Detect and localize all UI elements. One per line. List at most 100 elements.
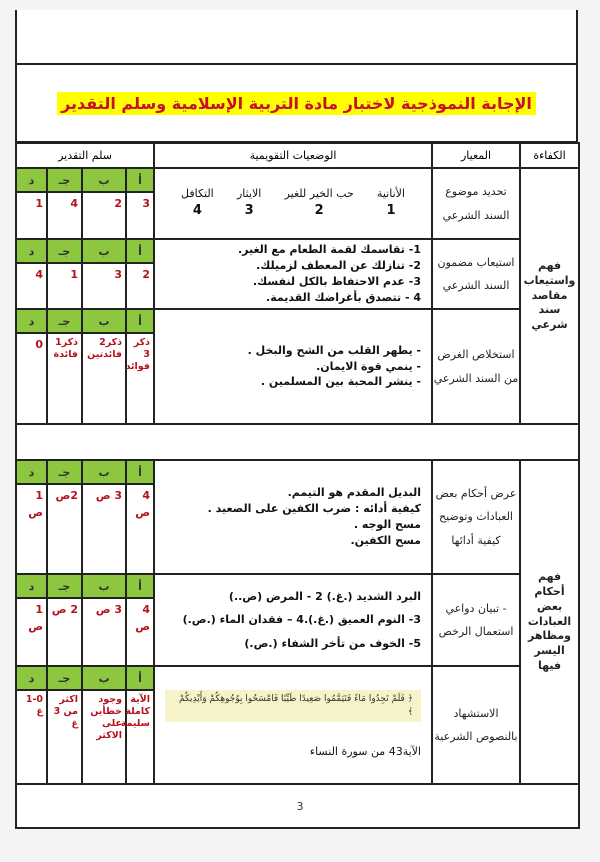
- grade-value-d: 1 ص: [15, 597, 48, 667]
- situation-line: - يطهر القلب من الشح والبخل .: [247, 343, 421, 357]
- situation-item: الأنانية 1: [377, 186, 405, 221]
- grade-value-a: 2: [125, 262, 155, 310]
- competency-cell: فهم أحكام بعض العبادات ومظاهر اليسر فيها: [519, 459, 580, 785]
- situation-cell: الأنانية 1 حب الخير للغير 2 الايثار 3 التكافل 4: [153, 167, 433, 240]
- grade-label-j: جـ: [46, 459, 83, 485]
- grade-value-j: ذكر1 فائدة: [46, 332, 83, 425]
- item-label: الايثار: [236, 187, 262, 201]
- quran-verse: ﴿ فَلَمْ تَجِدُوا مَاءً فَتَيَمَّمُوا صَ…: [165, 689, 421, 723]
- grade-label-j: جـ: [46, 238, 83, 264]
- grade-label-j: جـ: [46, 167, 83, 193]
- situation-line: - ينشر المحبة بين المسلمين .: [260, 375, 421, 389]
- header-situations: الوضعيات التقويمية: [153, 142, 433, 169]
- situation-item: التكافل 4: [181, 186, 214, 221]
- grade-label-a: أ: [125, 308, 155, 334]
- header-criterion: المعيار: [431, 142, 521, 169]
- criterion-cell: - تبيان دواعي استعمال الرخص: [431, 573, 521, 667]
- grade-value-d: 1 ص: [15, 483, 48, 575]
- situation-line: البرد الشديد (.غ.) 2 - المرض (ص..): [228, 590, 421, 604]
- grade-label-j: جـ: [46, 573, 83, 599]
- grade-value-b: ذكر2 فائدتين: [81, 332, 127, 425]
- item-label: الأنانية: [376, 187, 405, 201]
- grade-label-j: جـ: [46, 665, 83, 691]
- grade-value-d: 1: [15, 191, 48, 240]
- page-number: 3: [296, 800, 304, 813]
- grade-value-d: 4: [15, 262, 48, 310]
- grade-value-j: اكثر من 3 غ: [46, 689, 83, 785]
- situation-line: البديل المقدم هو التيمم.: [287, 486, 421, 500]
- grade-value-row: 0 ذكر1 فائدة ذكر2 فائدتين ذكر 3 فوائد: [15, 332, 579, 425]
- grade-value-b: وجود خطأين على الاكثر: [81, 689, 127, 785]
- situation-cell: البديل المقدم هو التيمم. كيفية أدائه : ضر…: [153, 459, 433, 575]
- situation-line: - ينمي قوة الايمان.: [316, 359, 421, 373]
- spacer-row: [15, 423, 580, 461]
- criterion-cell: استيعاب مضمون السند الشرعي: [431, 238, 521, 310]
- grade-label-d: د: [15, 665, 48, 691]
- situation-cell: - يطهر القلب من الشح والبخل . - ينمي قوة …: [153, 308, 433, 425]
- grade-header-row: د جـ ب أ 1- تقاسمك لقمة الطعام مع الغير. 2- ت…: [15, 238, 579, 310]
- grade-value-b: 3 ص: [81, 483, 127, 575]
- header-competency: الكفاءة: [519, 142, 580, 169]
- answer-table: سلم التقدير الوضعيات التقويمية المعيار ا…: [15, 142, 580, 829]
- criterion-cell: استخلاص الغرض من السند الشرعي: [431, 308, 521, 425]
- grade-label-b: ب: [81, 665, 127, 691]
- grade-value-a: الآية كاملة سليمة: [121, 689, 155, 785]
- grade-value-a: ذكر 3 فوائد: [125, 332, 155, 425]
- situation-cell: ﴿ فَلَمْ تَجِدُوا مَاءً فَتَيَمَّمُوا صَ…: [153, 665, 433, 785]
- grade-header-row: د جـ ب أ الأنانية 1 حب الخير للغير 2 الايثار 3 الت…: [15, 167, 580, 425]
- grade-label-b: ب: [81, 308, 127, 334]
- item-number: 1: [386, 203, 396, 219]
- grade-label-a: أ: [125, 459, 155, 485]
- grade-label-d: د: [15, 308, 48, 334]
- page-title: الإجابة النموذجية لاختبار مادة التربية ا…: [57, 91, 536, 115]
- spacer-row: [15, 783, 580, 829]
- grade-value-b: 3: [81, 262, 127, 310]
- criterion-cell: عرض أحكام بعض العبادات وتوضيح كيفية أدائ…: [431, 459, 521, 575]
- grade-label-a: أ: [125, 167, 155, 193]
- grade-value-j: 2 ص: [46, 597, 83, 667]
- header-grading: سلم التقدير: [15, 142, 155, 169]
- grade-header-row: د جـ ب أ البديل المقدم هو التيمم. كيفية أدائه…: [15, 459, 580, 785]
- item-number: 4: [192, 203, 202, 219]
- situation-cell: 1- تقاسمك لقمة الطعام مع الغير. 2- تنازلك…: [153, 238, 433, 310]
- grade-label-a: أ: [125, 238, 155, 264]
- grade-value-d: 0: [15, 332, 48, 425]
- title-box: الإجابة النموذجية لاختبار مادة التربية ا…: [15, 63, 578, 143]
- criterion-cell: الاستشهاد بالنصوص الشرعية: [431, 665, 521, 785]
- grade-value-a: 4 ص: [125, 483, 155, 575]
- grade-label-d: د: [15, 573, 48, 599]
- grade-value-row: 1-0 غ اكثر من 3 غ وجود خطأين على الاكثر الآ…: [15, 689, 579, 785]
- grade-value-b: 2: [81, 191, 127, 240]
- grade-label-b: ب: [81, 459, 127, 485]
- situation-line: 3- النوم العميق (.غ.).4 – فقدان الماء (.…: [182, 613, 421, 627]
- grade-value-b: 3 ص: [81, 597, 127, 667]
- grade-value-d: 1-0 غ: [15, 689, 48, 785]
- grade-value-j: 1: [46, 262, 83, 310]
- grade-label-j: جـ: [46, 308, 83, 334]
- grade-header-row: د جـ ب أ - يطهر القلب من الشح والبخل . - ينمي…: [15, 308, 579, 425]
- grade-value-a: 3: [125, 191, 155, 240]
- situation-line: كيفية أدائه : ضرب الكفين على الصعيد .: [207, 502, 421, 516]
- situation-item: حب الخير للغير 2: [285, 186, 354, 221]
- grade-label-b: ب: [81, 167, 127, 193]
- grade-label-b: ب: [81, 238, 127, 264]
- grade-header-row: د جـ ب أ البرد الشديد (.غ.) 2 - المرض (ص..) 3…: [15, 573, 579, 667]
- situation-line: 4 - تتصدق بأغراضك القديمة.: [266, 290, 421, 304]
- grade-label-b: ب: [81, 573, 127, 599]
- verse-reference: الآية43 من سورة النساء: [309, 745, 421, 759]
- situation-line: مسح الوجه .: [353, 518, 421, 531]
- grade-label-a: أ: [125, 665, 155, 691]
- situation-line: 5- الخوف من تأخر الشفاء (.ص.): [244, 636, 421, 650]
- situation-line: مسح الكفين.: [350, 533, 421, 547]
- situation-line: 3- عدم الاحتفاظ بالكل لنفسك.: [252, 275, 421, 288]
- grade-label-d: د: [15, 238, 48, 264]
- grade-label-d: د: [15, 459, 48, 485]
- grade-label-d: د: [15, 167, 48, 193]
- grade-header-row: د جـ ب أ ﴿ فَلَمْ تَجِدُوا مَاءً فَتَيَمَّمُ…: [15, 665, 579, 785]
- item-number: 3: [244, 203, 254, 219]
- item-number: 2: [314, 203, 324, 219]
